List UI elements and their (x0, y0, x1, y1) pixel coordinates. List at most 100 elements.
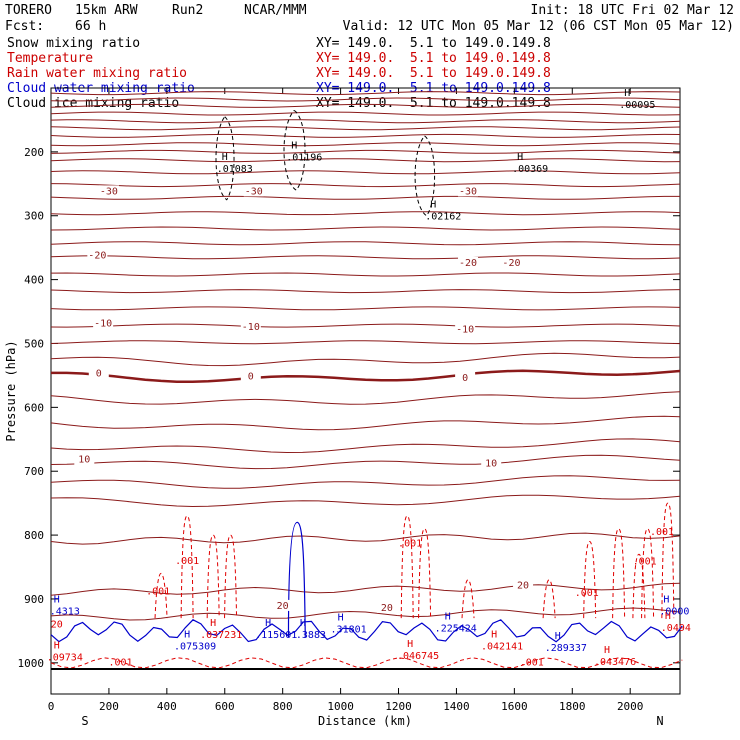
isotherm-line (50, 183, 681, 188)
y-tick-label: 500 (24, 337, 44, 350)
isotherm-line (50, 272, 681, 277)
legend-xy-rain: XY= 149.0. 5.1 to 149.0.149.8 (316, 66, 551, 81)
cloud-water-max-value: .4313 (50, 606, 80, 617)
x-tick-label: 800 (273, 700, 293, 713)
x-tick-label: 1400 (443, 700, 470, 713)
plot-frame (50, 87, 681, 695)
cloud-water-high-marker: H (54, 594, 60, 605)
isotherm-line (50, 103, 681, 108)
isotherm-line (50, 149, 681, 154)
cloud-water-contour (50, 619, 683, 643)
rain-contour-label: .001 (175, 556, 199, 567)
rain-contour (661, 502, 675, 619)
temperature-label: -20 (502, 258, 520, 269)
temperature-label-bg (240, 370, 261, 382)
isotherm-line (50, 142, 681, 147)
cloud-water-high-marker: H (338, 612, 344, 623)
temperature-label: -20 (459, 258, 477, 269)
isotherm-line (50, 415, 681, 431)
temperature-label-bg (501, 256, 522, 268)
cloud-ice-high-marker: H (222, 152, 228, 163)
temperature-label: -20 (88, 250, 106, 261)
isotherm-line (50, 323, 681, 328)
isotherm-line-low (50, 607, 681, 621)
rain-contour-label: .001 (398, 539, 422, 550)
temperature-label: 20 (277, 601, 289, 612)
cloud-water-max-value: .0000 (659, 606, 689, 617)
isotherm-line (50, 494, 681, 508)
isotherm-line (50, 226, 681, 231)
rain-high-marker: H (54, 640, 60, 651)
rain-contour-label: 20 (51, 620, 63, 631)
rain-contour (612, 528, 626, 619)
isotherm-line (50, 195, 680, 200)
init-time: Init: 18 UTC Fri 02 Mar 12 (530, 3, 735, 18)
isotherm-line (50, 241, 681, 246)
temperature-label: -10 (456, 324, 474, 335)
temperature-label-bg (481, 457, 502, 469)
temperature-label-bg (458, 256, 479, 268)
legend-label-temperature: Temperature (7, 51, 94, 66)
rain-max-value: .09734 (47, 652, 83, 663)
isotherm-line (50, 255, 681, 260)
isotherm-line (50, 454, 681, 470)
isotherm-line (50, 170, 681, 175)
isotherm-line (50, 289, 681, 294)
legend-label-rain: Rain water mixing ratio (7, 66, 188, 81)
x-tick-label: 0 (48, 700, 55, 713)
rain-contour (206, 534, 220, 619)
rain-contour-label: .001 (146, 586, 170, 597)
isotherm-line (50, 352, 681, 367)
temperature-label-bg (240, 320, 261, 332)
rain-contour-surface (50, 657, 683, 669)
isotherm-line (50, 158, 681, 163)
x-tick-label: 1600 (501, 700, 528, 713)
cloud-ice-contour (414, 135, 436, 217)
temperature-label: -10 (242, 322, 260, 333)
run-label: Run2 (172, 3, 204, 18)
cloud-ice-high-marker: H (430, 200, 436, 211)
legend-label-snow: Snow mixing ratio (7, 36, 141, 51)
rain-contour-label: .001 (633, 556, 657, 567)
rain-contour-label: .001 (520, 657, 544, 668)
cloud-ice-contour (283, 109, 306, 191)
cloud-ice-contour (215, 116, 235, 201)
temperature-label: -10 (94, 319, 112, 330)
cloud-ice-high-marker: H (624, 88, 630, 99)
temperature-label-bg (93, 317, 114, 329)
temperature-label-bg (88, 367, 109, 379)
x-tick-label: 1000 (327, 700, 354, 713)
temperature-label: -30 (100, 186, 118, 197)
cloud-ice-max-value: .02162 (425, 212, 461, 223)
x-tick-label: 1800 (559, 700, 586, 713)
temperature-label-bg (455, 371, 476, 383)
y-tick-label: 600 (24, 401, 44, 414)
isotherm-line (50, 97, 681, 102)
temperature-label-bg (458, 185, 479, 197)
rain-high-marker: H (665, 611, 671, 622)
isotherm-line (50, 126, 681, 131)
isotherm-line (50, 111, 681, 116)
rain-contour-label: .001 (650, 527, 674, 538)
x-axis-title: Distance (km) (318, 714, 412, 728)
isotherm-line (51, 369, 681, 384)
rain-contour (418, 528, 432, 619)
isotherm-line (50, 119, 681, 124)
y-tick-label: 900 (24, 593, 44, 606)
cloud-water-max-value: .31801 (331, 624, 367, 635)
temperature-label-bg (513, 579, 534, 591)
cloud-ice-high-marker: H (517, 152, 523, 163)
cloud-water-high-marker: H (184, 630, 190, 641)
isotherm-line (50, 391, 681, 405)
temperature-label-bg (74, 453, 95, 465)
rain-max-value: .037231 (200, 630, 242, 641)
y-axis-title: Pressure (hPa) (4, 340, 18, 441)
temperature-label: -30 (245, 186, 263, 197)
rain-contour (224, 534, 238, 619)
rain-contour (542, 579, 556, 619)
cloud-water-max-value: .3883 (296, 630, 326, 641)
rain-contour-label: .001 (575, 588, 599, 599)
rain-max-value: .046745 (397, 651, 439, 662)
rain-high-marker: H (407, 639, 413, 650)
